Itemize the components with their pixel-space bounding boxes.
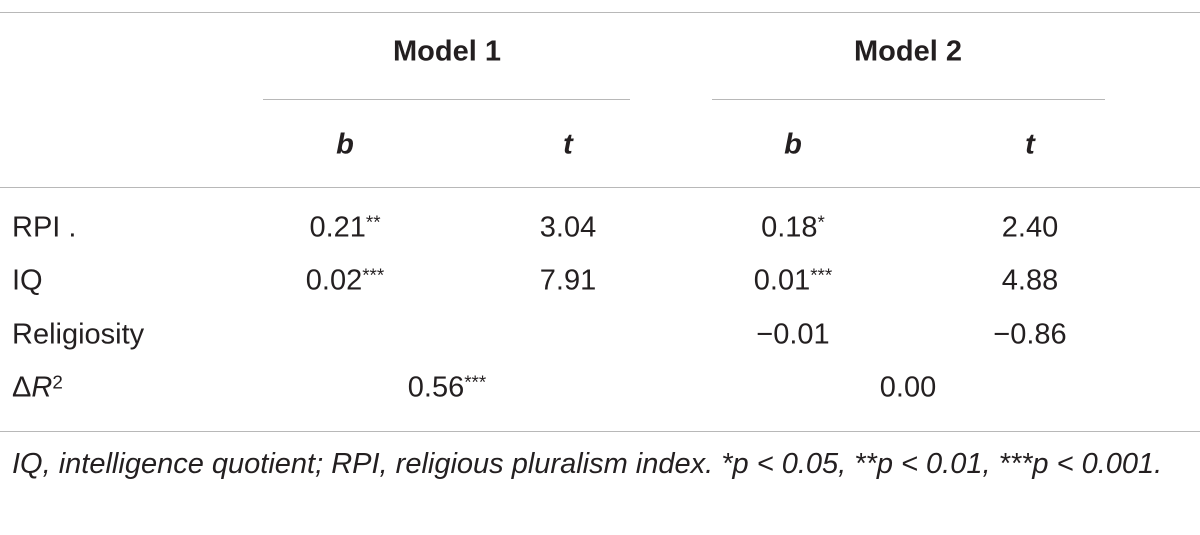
significance: * <box>817 211 825 233</box>
column-header: b <box>784 128 802 161</box>
label-symbol: Δ <box>12 371 32 404</box>
significance: ** <box>365 211 381 233</box>
cell-value: 0.56 <box>407 371 465 404</box>
significance: *** <box>362 264 385 286</box>
cell: 0.18* <box>761 211 825 244</box>
rule <box>712 99 1105 100</box>
spanning-cell: 0.56*** <box>407 371 487 404</box>
cell: 7.91 <box>539 264 597 297</box>
cell-value: 3.04 <box>539 211 597 244</box>
label-variable: R <box>31 371 53 404</box>
column-header: t <box>563 128 573 161</box>
rule <box>0 12 1200 13</box>
cell-value: 0.18 <box>761 211 818 244</box>
significance: *** <box>810 264 833 286</box>
cell: 3.04 <box>539 211 597 244</box>
cell-value: 0.01 <box>753 264 811 297</box>
cell-value: 7.91 <box>539 264 597 297</box>
cell-value: −0.01 <box>756 318 830 351</box>
cell-value: 0.21 <box>309 211 366 244</box>
spanning-cell: 0.00 <box>879 371 937 404</box>
row-label: Religiosity <box>12 318 145 351</box>
cell-value: −0.86 <box>993 318 1067 351</box>
cell: −0.86 <box>993 318 1067 351</box>
row-label: ΔR2 <box>12 371 63 404</box>
significance: *** <box>464 371 487 393</box>
column-header: t <box>1025 128 1035 161</box>
cell: −0.01 <box>756 318 830 351</box>
group-header: Model 1 <box>393 35 501 68</box>
column-header: b <box>336 128 354 161</box>
row-label: IQ <box>12 264 43 297</box>
group-header: Model 2 <box>854 35 962 68</box>
cell-value: 4.88 <box>1001 264 1059 297</box>
rule <box>0 187 1200 188</box>
cell: 0.02*** <box>305 264 385 297</box>
rule <box>263 99 630 100</box>
cell: 0.21** <box>309 211 381 244</box>
cell: 0.01*** <box>753 264 833 297</box>
footnote: IQ, intelligence quotient; RPI, religiou… <box>12 448 1163 480</box>
rule <box>0 431 1200 432</box>
row-label: RPI . <box>12 211 77 244</box>
cell: 4.88 <box>1001 264 1059 297</box>
cell: 2.40 <box>1001 211 1059 244</box>
label-superscript: 2 <box>52 371 63 393</box>
cell-value: 0.00 <box>879 371 937 404</box>
cell-value: 2.40 <box>1001 211 1059 244</box>
cell-value: 0.02 <box>305 264 363 297</box>
